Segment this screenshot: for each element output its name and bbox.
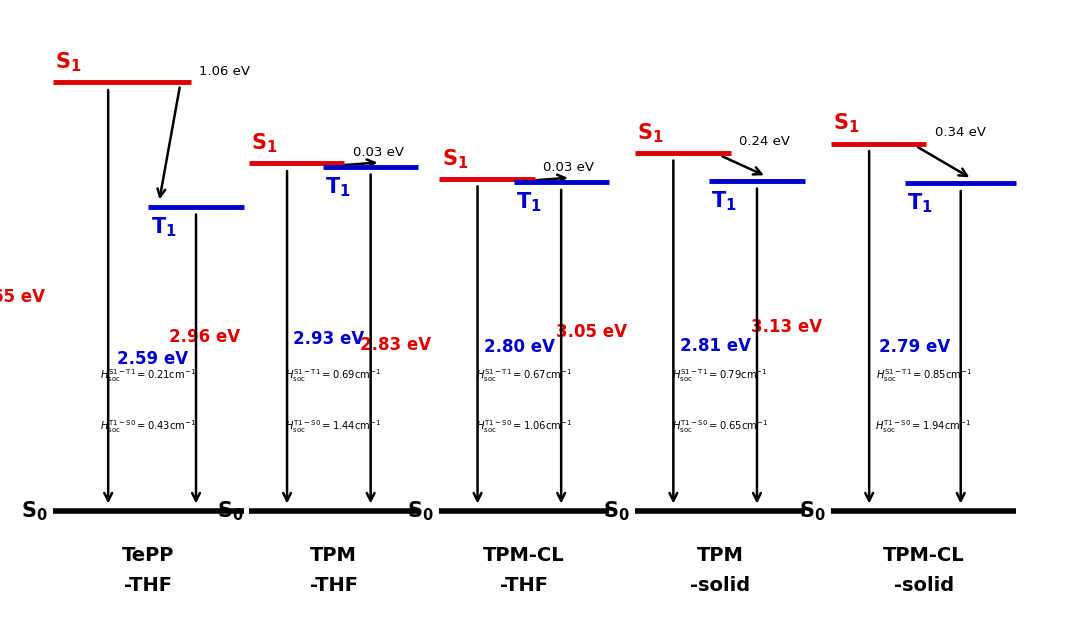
Text: $H_{\mathregular{soc}}^{\mathregular{T1-S0}}$$= $1.94$ \mathregular{cm}^{-1}$: $H_{\mathregular{soc}}^{\mathregular{T1-… (876, 418, 972, 435)
Text: 3.65 eV: 3.65 eV (0, 288, 44, 306)
Text: $H_{\mathregular{soc}}^{\mathregular{T1-S0}}$$= $1.44$ \mathregular{cm}^{-1}$: $H_{\mathregular{soc}}^{\mathregular{T1-… (285, 418, 382, 435)
Text: 2.80 eV: 2.80 eV (484, 337, 555, 355)
Text: $H_{\mathregular{soc}}^{\mathregular{S1-T1}}$$= $0.79$ \mathregular{cm}^{-1}$: $H_{\mathregular{soc}}^{\mathregular{S1-… (672, 368, 768, 384)
Text: -solid: -solid (690, 576, 750, 595)
Text: $H_{\mathregular{soc}}^{\mathregular{T1-S0}}$$= $0.43$ \mathregular{cm}^{-1}$: $H_{\mathregular{soc}}^{\mathregular{T1-… (100, 418, 197, 435)
Text: 2.93 eV: 2.93 eV (294, 330, 364, 348)
Text: $\mathbf{S_1}$: $\mathbf{S_1}$ (833, 112, 860, 135)
Text: 2.96 eV: 2.96 eV (170, 328, 241, 346)
Text: 0.03 eV: 0.03 eV (353, 146, 404, 159)
Text: 2.59 eV: 2.59 eV (117, 350, 188, 368)
Text: $\mathbf{S_1}$: $\mathbf{S_1}$ (637, 121, 664, 145)
Text: 0.03 eV: 0.03 eV (543, 161, 594, 174)
Text: $\mathbf{S_0}$: $\mathbf{S_0}$ (604, 499, 630, 523)
Text: 3.05 eV: 3.05 eV (556, 323, 626, 341)
Text: 2.83 eV: 2.83 eV (360, 336, 431, 354)
Text: -THF: -THF (310, 576, 357, 595)
Text: TePP: TePP (122, 546, 175, 565)
Text: $H_{\mathregular{soc}}^{\mathregular{S1-T1}}$$= $0.69$ \mathregular{cm}^{-1}$: $H_{\mathregular{soc}}^{\mathregular{S1-… (285, 368, 382, 384)
Text: -THF: -THF (500, 576, 549, 595)
Text: 1.06 eV: 1.06 eV (199, 65, 251, 78)
Text: $\mathbf{S_0}$: $\mathbf{S_0}$ (407, 499, 434, 523)
Text: $H_{\mathregular{soc}}^{\mathregular{S1-T1}}$$= $0.21$ \mathregular{cm}^{-1}$: $H_{\mathregular{soc}}^{\mathregular{S1-… (100, 368, 197, 384)
Text: -solid: -solid (893, 576, 954, 595)
Text: $\mathbf{S_0}$: $\mathbf{S_0}$ (217, 499, 244, 523)
Text: $\mathbf{T_1}$: $\mathbf{T_1}$ (515, 191, 541, 214)
Text: $\mathbf{S_1}$: $\mathbf{S_1}$ (442, 147, 468, 170)
Text: -THF: -THF (124, 576, 173, 595)
Text: $\mathbf{T_1}$: $\mathbf{T_1}$ (325, 175, 351, 199)
Text: $H_{\mathregular{soc}}^{\mathregular{T1-S0}}$$= $0.65$ \mathregular{cm}^{-1}$: $H_{\mathregular{soc}}^{\mathregular{T1-… (672, 418, 768, 435)
Text: $\mathbf{S_0}$: $\mathbf{S_0}$ (799, 499, 826, 523)
Text: 2.81 eV: 2.81 eV (679, 337, 751, 355)
Text: 0.34 eV: 0.34 eV (935, 126, 986, 139)
Text: $H_{\mathregular{soc}}^{\mathregular{T1-S0}}$$= $1.06$ \mathregular{cm}^{-1}$: $H_{\mathregular{soc}}^{\mathregular{T1-… (476, 418, 572, 435)
Text: $\mathbf{T_1}$: $\mathbf{T_1}$ (907, 192, 933, 215)
Text: TPM: TPM (697, 546, 743, 565)
Text: $H_{\mathregular{soc}}^{\mathregular{S1-T1}}$$= $0.67$ \mathregular{cm}^{-1}$: $H_{\mathregular{soc}}^{\mathregular{S1-… (476, 368, 572, 384)
Text: $\mathbf{T_1}$: $\mathbf{T_1}$ (150, 215, 176, 239)
Text: 0.24 eV: 0.24 eV (739, 135, 789, 148)
Text: $H_{\mathregular{soc}}^{\mathregular{S1-T1}}$$= $0.85$ \mathregular{cm}^{-1}$: $H_{\mathregular{soc}}^{\mathregular{S1-… (876, 368, 972, 384)
Text: TPM-CL: TPM-CL (882, 546, 964, 565)
Text: $\mathbf{S_1}$: $\mathbf{S_1}$ (55, 51, 82, 74)
Text: $\mathbf{S_0}$: $\mathbf{S_0}$ (22, 499, 48, 523)
Text: 2.79 eV: 2.79 eV (879, 338, 950, 356)
Text: 3.13 eV: 3.13 eV (752, 318, 823, 336)
Text: $\mathbf{T_1}$: $\mathbf{T_1}$ (712, 189, 738, 213)
Text: TPM: TPM (310, 546, 357, 565)
Text: TPM-CL: TPM-CL (484, 546, 565, 565)
Text: $\mathbf{S_1}$: $\mathbf{S_1}$ (251, 131, 278, 155)
